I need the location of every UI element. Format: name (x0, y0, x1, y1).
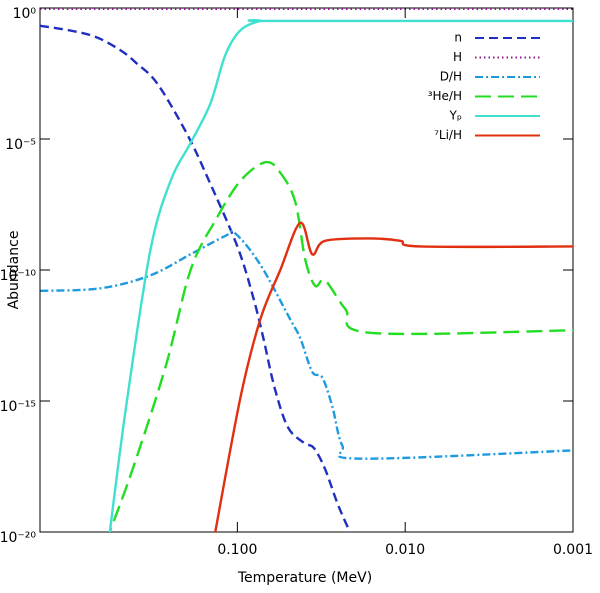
series-line (214, 221, 573, 532)
y-axis-label: Abundance (6, 231, 22, 310)
series-line (40, 24, 352, 532)
legend-label: H (453, 50, 462, 64)
series-line (108, 160, 573, 532)
y-tick-label: 10⁰ (13, 6, 37, 22)
y-tick-label: 10⁻⁵ (5, 137, 36, 153)
legend-label: Yₚ (449, 109, 462, 123)
legend-label: D/H (440, 70, 462, 84)
y-tick-label: 10⁻²⁰ (0, 530, 36, 546)
series-line (40, 229, 573, 460)
legend-label: n (454, 31, 462, 45)
curves (40, 8, 573, 532)
y-tick-label: 10⁻¹⁰ (0, 268, 36, 284)
x-tick-label: 0.010 (385, 542, 425, 558)
x-tick-label: 0.100 (217, 542, 257, 558)
legend-label: ³He/H (428, 89, 462, 103)
series-line (108, 19, 573, 532)
legend-label: ⁷Li/H (434, 128, 462, 142)
y-tick-label: 10⁻¹⁵ (0, 399, 36, 415)
x-axis-label: Temperature (MeV) (237, 570, 372, 586)
x-tick-label: 0.001 (553, 542, 593, 558)
